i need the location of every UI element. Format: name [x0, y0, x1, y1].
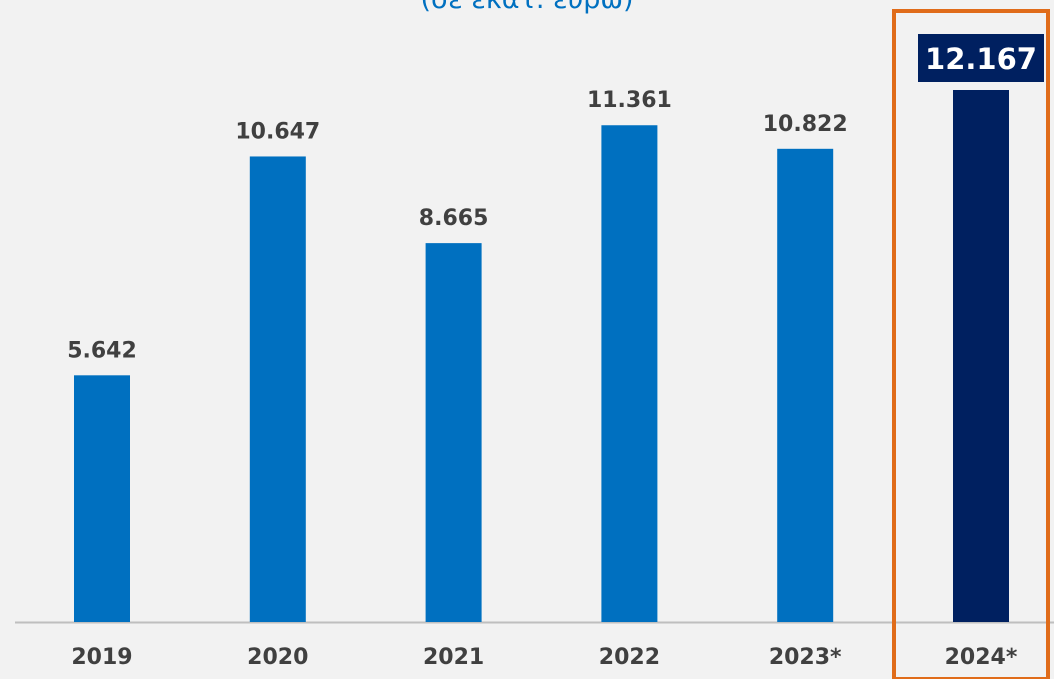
bar-2023	[777, 148, 834, 623]
bar-2022	[601, 125, 658, 622]
value-label: 8.665	[419, 206, 489, 231]
bar-2019	[74, 375, 130, 622]
value-label: 12.167	[925, 42, 1037, 76]
bar-2020	[249, 156, 306, 623]
value-label: 5.642	[67, 338, 137, 363]
chart-subtitle: (σε εκατ. ευρώ)	[0, 0, 1054, 15]
x-tick-label: 2024*	[945, 645, 1018, 670]
value-label: 10.647	[235, 119, 320, 144]
highlight-frame	[892, 9, 1050, 679]
value-label: 11.361	[587, 88, 672, 113]
x-tick-label: 2021	[423, 645, 484, 670]
bar-2024	[953, 90, 1009, 622]
value-label-highlight-bg	[918, 34, 1044, 82]
x-tick-label: 2023*	[769, 645, 842, 670]
bar-2021	[425, 243, 482, 622]
value-label: 10.822	[763, 112, 848, 137]
x-tick-label: 2022	[599, 645, 660, 670]
x-tick-label: 2020	[247, 645, 308, 670]
x-tick-label: 2019	[71, 645, 132, 670]
